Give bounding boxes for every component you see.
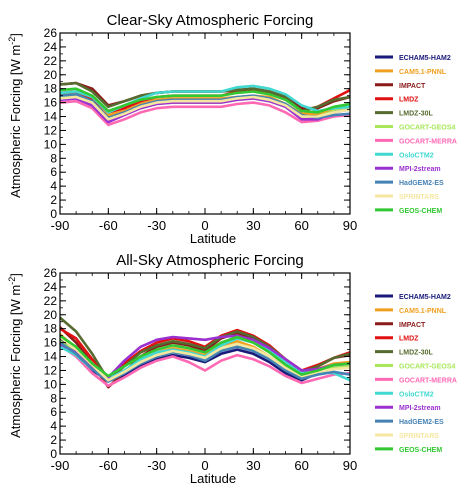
legend-label-sprintars: SPRINTARS — [399, 194, 439, 201]
legend-label-gocart-merra: GOCART-MERRA — [399, 377, 457, 384]
y-tick-label: 4 — [50, 419, 57, 433]
y-tick-label: 0 — [50, 447, 57, 461]
x-tick-label: 60 — [294, 218, 308, 233]
y-tick-label: 20 — [44, 68, 58, 82]
x-tick-label: 90 — [343, 458, 357, 473]
series-line-gocart-merra — [60, 344, 350, 388]
y-tick-label: 20 — [44, 308, 58, 322]
series-line-osloctm2 — [60, 84, 350, 114]
legend-label-lmdz-30l: LMDZ-30L — [399, 350, 434, 357]
y-tick-label: 8 — [50, 391, 57, 405]
legend-label-gocart-geos4: GOCART-GEOS4 — [399, 364, 456, 371]
legend-label-lmdz: LMDZ — [399, 97, 419, 104]
y-tick-label: 12 — [44, 123, 58, 137]
y-tick-label: 14 — [44, 110, 58, 124]
x-tick-label: -60 — [99, 218, 118, 233]
legend-label-impact: IMPACT — [399, 83, 426, 90]
legend: ECHAM5-HAM2 CAM5.1-PNNL IMPACT LMDZ LMDZ-30L… — [375, 55, 457, 215]
legend-label-cam5-1-pnnl: CAM5.1-PNNL — [399, 69, 447, 76]
chart-title: Clear-Sky Atmospheric Forcing — [107, 12, 314, 29]
y-axis-label: Atmospheric Forcing [W m-2] — [7, 273, 23, 438]
x-tick-label: -30 — [147, 218, 166, 233]
y-tick-label: 16 — [44, 336, 58, 350]
x-tick-label: 60 — [294, 458, 308, 473]
y-tick-label: 8 — [50, 151, 57, 165]
y-tick-label: 14 — [44, 350, 58, 364]
y-tick-label: 22 — [44, 54, 58, 68]
plot-frame — [59, 272, 351, 455]
series-line-gocart-merra — [60, 99, 350, 127]
y-tick-label: 6 — [50, 405, 57, 419]
x-tick-label: -90 — [51, 458, 70, 473]
x-tick-label: -90 — [51, 218, 70, 233]
chart-panel-2: All-Sky Atmospheric Forcing -90 -60 -30 0 30 6… — [7, 252, 457, 486]
legend-label-impact: IMPACT — [399, 322, 426, 329]
legend-label-echam5-ham2: ECHAM5-HAM2 — [399, 55, 451, 62]
legend-label-hadgem2-es: HadGEM2-ES — [399, 180, 444, 187]
legend-label-osloctm2: OsloCTM2 — [399, 152, 434, 159]
legend-label-mpi-2stream: MPI-2stream — [399, 405, 441, 412]
legend-label-lmdz-30l: LMDZ-30L — [399, 111, 434, 118]
series-line-hadgem2-es — [60, 341, 350, 383]
legend-label-echam5-ham2: ECHAM5-HAM2 — [399, 294, 451, 301]
x-tick-label: 90 — [343, 218, 357, 233]
legend-label-osloctm2: OsloCTM2 — [399, 391, 434, 398]
x-tick-label: 0 — [201, 458, 208, 473]
y-tick-label: 6 — [50, 165, 57, 179]
y-tick-label: 22 — [44, 294, 58, 308]
x-axis-label: Latitude — [190, 471, 236, 484]
chart-title: All-Sky Atmospheric Forcing — [116, 252, 304, 269]
legend-label-geos-chem: GEOS-CHEM — [399, 447, 442, 454]
y-tick-label: 24 — [44, 40, 58, 54]
series-line-geos-chem — [60, 87, 350, 114]
y-tick-label: 26 — [44, 266, 58, 280]
series-line-sprintars — [60, 95, 350, 121]
y-axis-label: Atmospheric Forcing [W m-2] — [7, 33, 23, 198]
chart-panel-1: Clear-Sky Atmospheric Forcing -90 -60 -30 0 3… — [7, 12, 457, 246]
y-tick-label: 10 — [44, 137, 58, 151]
y-tick-label: 12 — [44, 363, 58, 377]
x-axis-label: Latitude — [190, 231, 236, 246]
y-tick-label: 24 — [44, 280, 58, 294]
legend-label-lmdz: LMDZ — [399, 336, 419, 343]
legend: ECHAM5-HAM2 CAM5.1-PNNL IMPACT LMDZ LMDZ-30L… — [375, 294, 457, 454]
y-tick-label: 2 — [50, 193, 57, 207]
x-tick-label: 30 — [246, 218, 260, 233]
series-line-mpi-2stream — [60, 334, 350, 379]
legend-label-mpi-2stream: MPI-2stream — [399, 166, 441, 173]
legend-label-gocart-merra: GOCART-MERRA — [399, 138, 457, 145]
series-line-mpi-2stream — [60, 97, 350, 124]
series-line-geos-chem — [60, 334, 350, 378]
legend-label-sprintars: SPRINTARS — [399, 433, 439, 440]
y-tick-label: 2 — [50, 433, 57, 447]
x-tick-label: -60 — [99, 458, 118, 473]
x-tick-label: 30 — [246, 458, 260, 473]
y-tick-label: 16 — [44, 96, 58, 110]
plot-frame — [59, 32, 351, 215]
legend-label-geos-chem: GEOS-CHEM — [399, 208, 442, 215]
series-group — [60, 316, 350, 389]
y-tick-label: 18 — [44, 82, 58, 96]
legend-label-gocart-geos4: GOCART-GEOS4 — [399, 125, 456, 132]
legend-label-hadgem2-es: HadGEM2-ES — [399, 419, 444, 426]
y-tick-label: 18 — [44, 322, 58, 336]
series-line-sprintars — [60, 335, 350, 382]
y-tick-label: 4 — [50, 179, 57, 193]
x-tick-label: -30 — [147, 458, 166, 473]
x-tick-label: 0 — [201, 218, 208, 233]
series-group — [60, 81, 350, 127]
legend-label-cam5-1-pnnl: CAM5.1-PNNL — [399, 308, 447, 315]
y-tick-label: 10 — [44, 377, 58, 391]
y-tick-label: 0 — [50, 207, 57, 221]
y-tick-label: 26 — [44, 26, 58, 40]
